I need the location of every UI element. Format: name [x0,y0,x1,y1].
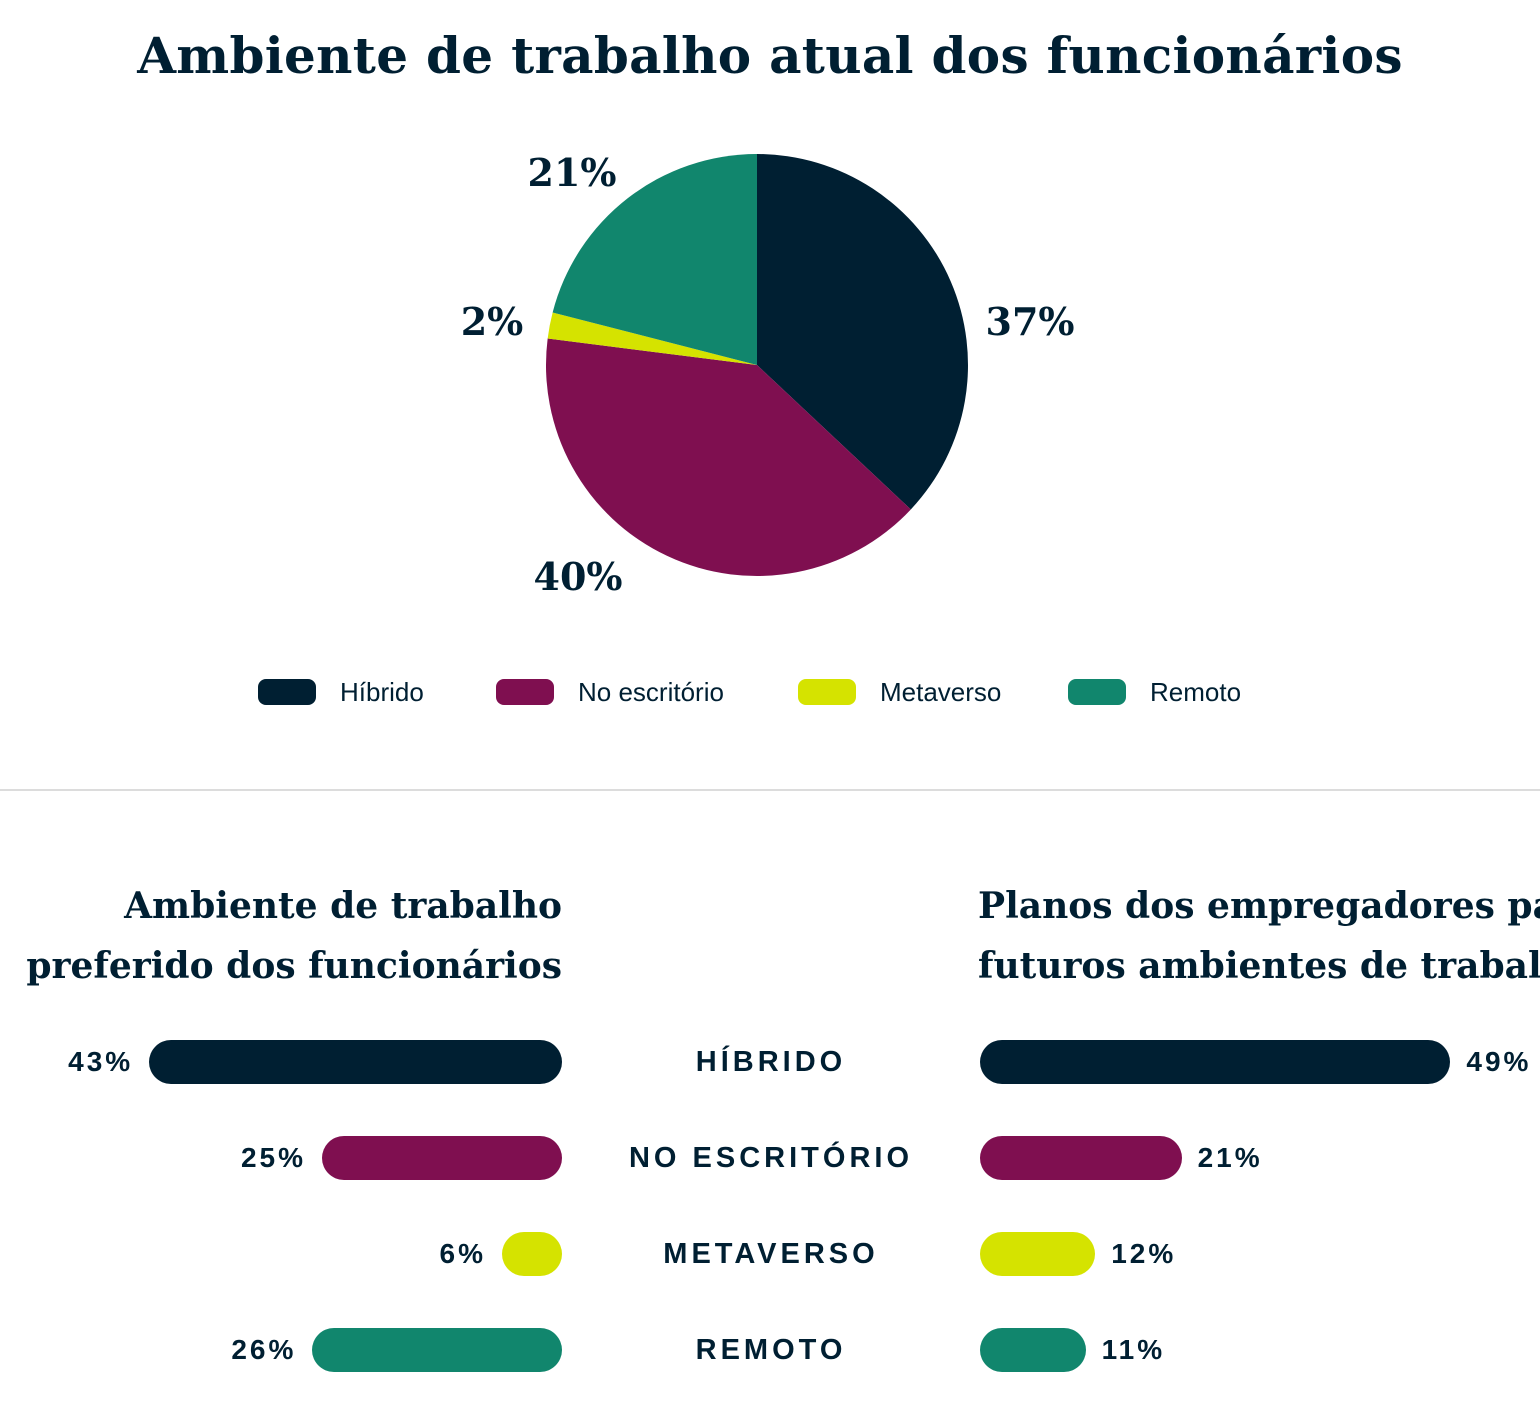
legend-item-escritorio: No escritório [496,672,724,712]
legend-item-remoto: Remoto [1068,672,1241,712]
legend-swatch-remoto [1068,679,1126,705]
employer-bar-value-escritorio: 21% [1197,1142,1263,1173]
legend-swatch-escritorio [496,679,554,705]
legend-label-metaverso: Metaverso [880,676,1002,707]
pie-slice-remoto [552,154,757,365]
employer-bar-remoto [980,1328,1086,1372]
preferred-bar-metaverso [502,1232,562,1276]
pie-slice-escritorio [545,338,911,577]
employer-bar-escritorio [980,1136,1182,1180]
preferred-bar-value-hibrido: 43% [68,1046,134,1077]
bar-row-metaverso: 6% METAVERSO 12% [0,1232,1540,1276]
pie-label-escritorio: 40% [534,554,623,599]
employer-bar-value-metaverso: 12% [1111,1238,1177,1269]
category-label-hibrido: HÍBRIDO [695,1046,847,1078]
bar-row-escritorio: 25% NO ESCRITÓRIO 21% [0,1136,1540,1180]
preferred-bar-remoto [312,1328,562,1372]
employer-bar-hibrido [980,1040,1451,1084]
legend-label-remoto: Remoto [1150,676,1242,707]
category-label-remoto: REMOTO [695,1334,847,1366]
chart-title: Ambiente de trabalho atual dos funcionár… [137,26,1403,85]
preferred-bar-value-metaverso: 6% [439,1238,486,1269]
section-divider [0,789,1540,791]
pie-label-hibrido: 37% [986,299,1075,344]
legend-item-metaverso: Metaverso [798,672,1001,712]
legend-label-hibrido: Híbrido [340,676,424,707]
bar-row-hibrido: 43% HÍBRIDO 49% [0,1040,1540,1084]
legend-swatch-hibrido [258,679,316,705]
employer-bar-value-hibrido: 49% [1466,1046,1532,1077]
preferred-chart-title: Ambiente de trabalho preferido dos funci… [2,876,562,996]
legend-item-hibrido: Híbrido [258,672,424,712]
preferred-bar-value-remoto: 26% [231,1334,297,1365]
legend-swatch-metaverso [798,679,856,705]
preferred-chart-title-line-2: preferido dos funcionários [26,945,562,987]
employer-bar-value-remoto: 11% [1101,1334,1166,1365]
legend-label-escritorio: No escritório [578,676,724,707]
pie-label-metaverso: 2% [461,299,524,344]
category-label-metaverso: METAVERSO [663,1238,879,1270]
preferred-bar-value-escritorio: 25% [240,1142,306,1173]
category-label-escritorio: NO ESCRITÓRIO [628,1142,913,1174]
pie-legend: Híbrido No escritório Metaverso Remoto [0,672,1540,712]
preferred-chart-title-line-1: Ambiente de trabalho [124,885,562,927]
pie-slice-metaverso [547,312,757,365]
employer-chart-title-line-1: Planos dos empregadores para [978,885,1540,927]
preferred-bar-escritorio [322,1136,562,1180]
preferred-bar-hibrido [149,1040,562,1084]
employer-chart-title: Planos dos empregadores para futuros amb… [978,876,1540,996]
pie-chart: 37% 40% 2% 21% [461,150,1075,599]
pie-slice-hibrido [757,154,968,510]
pie-label-remoto: 21% [528,150,617,195]
employer-chart-title-line-2: futuros ambientes de trabalho [978,945,1540,987]
bar-row-remoto: 26% REMOTO 11% [0,1328,1540,1372]
employer-bar-metaverso [980,1232,1096,1276]
